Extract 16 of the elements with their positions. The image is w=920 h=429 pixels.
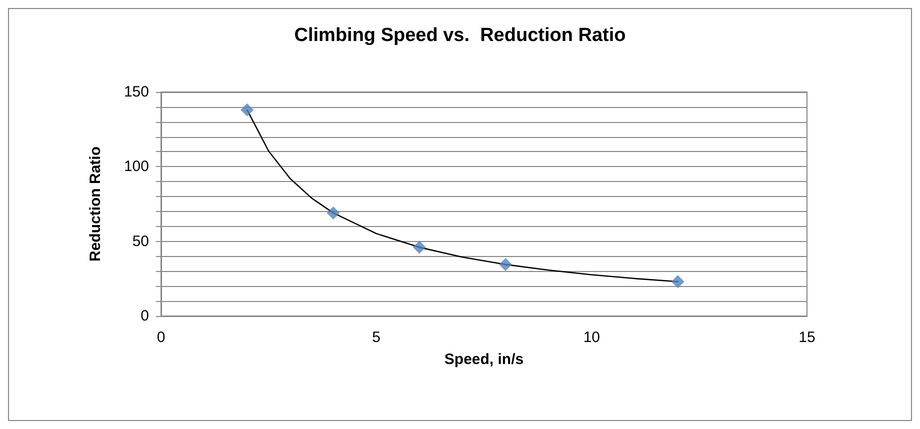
x-axis-title: Speed, in/s (444, 351, 524, 368)
y-tick-label: 50 (132, 232, 149, 250)
point (671, 275, 684, 288)
x-tick-label: 10 (583, 329, 600, 346)
chart-title: Climbing Speed vs. Reduction Ratio (294, 25, 626, 46)
point (499, 258, 512, 271)
y-tick-label: 0 (140, 308, 149, 324)
point (240, 103, 254, 116)
y-axis-title: Reduction Ratio (87, 146, 104, 262)
x-tick-label: 0 (156, 329, 166, 346)
x-tick-label: 5 (372, 329, 381, 346)
y-tick-label: 150 (124, 84, 149, 100)
point (412, 240, 426, 254)
x-tick-label: 15 (798, 329, 816, 346)
y-tick-label: 100 (124, 158, 149, 176)
point (326, 206, 340, 220)
